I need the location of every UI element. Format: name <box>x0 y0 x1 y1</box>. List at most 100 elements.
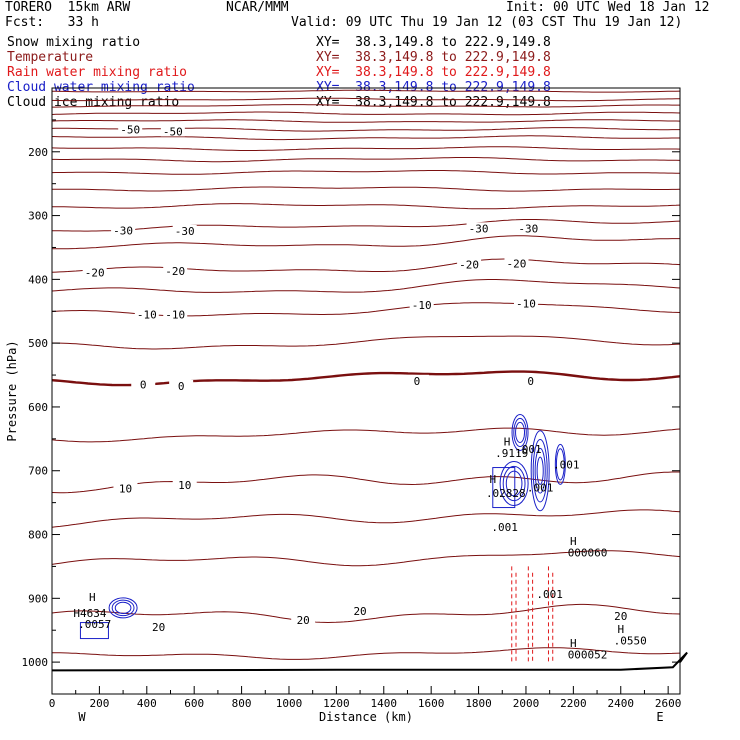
extremum-label: H <box>504 435 511 448</box>
temperature-label: 0 <box>178 380 185 393</box>
temperature-contour <box>51 370 681 387</box>
forecast-hour: Fcst: 33 h <box>5 15 99 30</box>
y-tick-label: 300 <box>28 210 48 223</box>
x-tick-label: 1800 <box>465 697 492 710</box>
temperature-label: 10 <box>178 479 191 492</box>
cloud-water-contour <box>536 456 544 485</box>
temperature-label: -10 <box>412 299 432 312</box>
x-tick-label: 0 <box>49 697 56 710</box>
temperature-label-bg <box>113 482 138 494</box>
y-tick-label: 1000 <box>22 656 49 669</box>
temperature-contour <box>52 647 681 660</box>
temperature-contour <box>51 427 681 443</box>
temperature-label-bg <box>118 123 143 135</box>
cloud-water-contour <box>505 470 523 497</box>
legend-xy-3: XY= 38.3,149.8 to 222.9,149.8 <box>316 65 551 80</box>
temperature-label-bg <box>516 222 541 234</box>
temperature-label: 0 <box>414 375 421 388</box>
temperature-label-bg <box>513 297 538 309</box>
cloud-water-contour <box>492 467 516 509</box>
temperature-contour <box>51 111 681 116</box>
cloud-water-contour <box>111 599 135 617</box>
temperature-label: -20 <box>459 259 479 272</box>
temperature-contour <box>52 203 681 210</box>
extremum-label: H <box>89 591 96 604</box>
init-time: Init: 00 UTC Wed 18 Jan 12 <box>506 0 710 15</box>
temperature-label-bg <box>608 610 633 622</box>
temperature-label: 20 <box>297 614 310 627</box>
temperature-contour <box>51 89 681 93</box>
extremum-label: .0057 <box>78 618 111 631</box>
temperature-label-bg <box>518 374 543 386</box>
x-tick-label: 400 <box>137 697 157 710</box>
model-title: TORERO 15km ARW <box>5 0 131 15</box>
temperature-label: 20 <box>614 610 627 623</box>
temperature-label-bg <box>457 258 482 270</box>
y-tick-label: 700 <box>28 465 48 478</box>
temperature-label: 0 <box>527 375 534 388</box>
temperature-label-bg <box>163 265 188 277</box>
temperature-contour <box>51 279 681 293</box>
y-tick-label: 600 <box>28 401 48 414</box>
extremum-label: .001 <box>527 481 554 494</box>
temperature-label: -10 <box>165 308 185 321</box>
x-tick-label: 1400 <box>371 697 398 710</box>
temperature-label-bg <box>172 224 197 236</box>
temperature-contour <box>52 104 680 108</box>
temperature-label: -30 <box>518 222 538 235</box>
cloud-water-contour <box>79 622 109 640</box>
extremum-label: H4634 <box>73 607 106 620</box>
temperature-contour <box>51 170 680 175</box>
temperature-contour <box>52 157 681 163</box>
temperature-contour <box>52 219 681 232</box>
temperature-contour <box>52 186 681 192</box>
cloud-water-contour <box>114 601 132 614</box>
cloud-water-contour <box>530 430 550 512</box>
legend-xy-1: XY= 38.3,149.8 to 222.9,149.8 <box>316 35 551 50</box>
temperature-label: 20 <box>353 605 366 618</box>
extremum-label: H <box>489 473 496 486</box>
cloud-water-contour <box>502 465 526 502</box>
temperature-label: -20 <box>507 257 527 270</box>
extremum-label: 000060 <box>568 546 608 559</box>
y-tick-label: 400 <box>28 273 48 286</box>
temperature-label-bg <box>409 298 434 310</box>
cloud-water-contour <box>554 443 566 485</box>
temperature-label: -20 <box>85 266 105 279</box>
extremum-label: .0550 <box>614 634 647 647</box>
cloud-water-contour <box>499 460 529 506</box>
temperature-contour <box>52 235 680 250</box>
extremum-label: .001 <box>536 588 563 601</box>
temperature-contour <box>51 146 681 151</box>
temperature-label-bg <box>348 605 373 617</box>
temperature-contour <box>51 471 680 494</box>
temperature-label: 20 <box>152 621 165 634</box>
terrain-line <box>51 651 688 672</box>
temperature-contour <box>51 135 680 141</box>
temperature-label-bg <box>291 614 316 626</box>
temperature-label: -30 <box>469 222 489 235</box>
x-tick-label: 2400 <box>608 697 635 710</box>
extremum-label: .02828 <box>486 487 526 500</box>
extremum-label: .001 <box>491 521 518 534</box>
temperature-contour <box>51 509 681 528</box>
temperature-label-bg <box>111 224 136 236</box>
x-end-label-east: E <box>656 710 663 724</box>
extremum-label: .001 <box>515 443 542 456</box>
organization-label: NCAR/MMM <box>226 0 289 15</box>
temperature-label: -10 <box>137 308 157 321</box>
temperature-label: 0 <box>140 379 147 392</box>
x-tick-label: 600 <box>184 697 204 710</box>
x-tick-label: 2600 <box>655 697 682 710</box>
x-tick-label: 200 <box>89 697 109 710</box>
temperature-label: -10 <box>516 298 536 311</box>
extremum-label: .001 <box>553 458 580 471</box>
legend-entry-1: Snow mixing ratio <box>7 35 141 50</box>
legend-entry-2: Temperature <box>7 50 94 65</box>
temperature-label: -30 <box>113 224 133 237</box>
temperature-label: -30 <box>175 225 195 238</box>
temperature-contour <box>52 335 681 350</box>
extremum-label: H <box>570 637 577 650</box>
temperature-contour <box>51 603 681 624</box>
